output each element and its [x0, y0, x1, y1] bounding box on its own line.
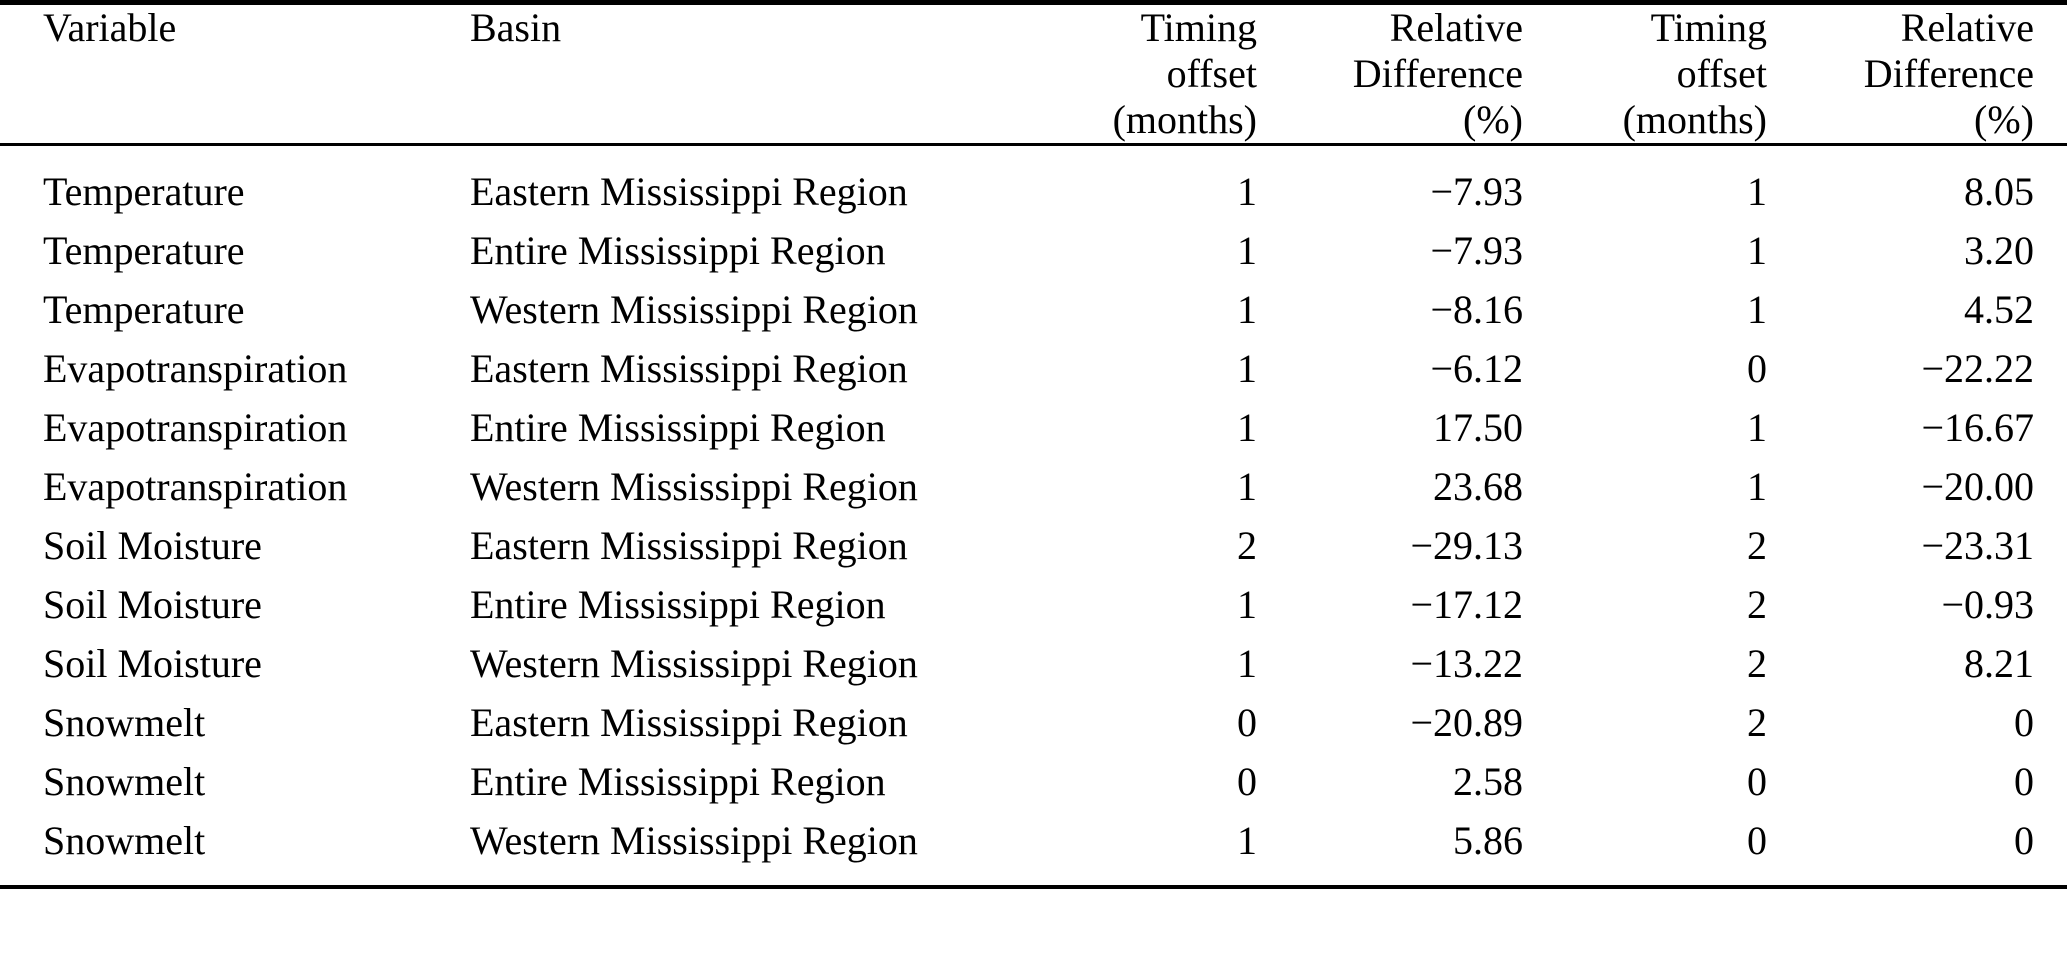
cell-timing-offset-a: 1	[1237, 405, 1257, 450]
cell-basin: Western Mississippi Region	[470, 641, 918, 686]
cell-variable: Temperature	[43, 169, 245, 214]
cell-timing-offset-b: 2	[1747, 582, 1767, 627]
table-row: Evapotranspiration Western Mississippi R…	[0, 457, 2067, 516]
cell-variable: Temperature	[43, 287, 245, 332]
cell-relative-difference-b: −23.31	[1921, 523, 2034, 568]
cell-timing-offset-a: 1	[1237, 641, 1257, 686]
cell-relative-difference-b: −0.93	[1941, 582, 2034, 627]
cell-timing-offset-b: 2	[1747, 641, 1767, 686]
cell-relative-difference-a: −7.93	[1430, 169, 1523, 214]
cell-basin: Western Mississippi Region	[470, 811, 1060, 889]
cell-variable: Evapotranspiration	[43, 464, 348, 509]
cell-timing-offset-b: 1	[1747, 287, 1767, 332]
table-row: Evapotranspiration Eastern Mississippi R…	[0, 339, 2067, 398]
cell-variable: Evapotranspiration	[43, 405, 348, 450]
cell-timing-offset-b: 1	[1747, 169, 1767, 214]
cell-timing-offset-a: 1	[1237, 228, 1257, 273]
column-header-relative-difference-a: Relative Difference (%)	[1257, 2, 1523, 146]
cell-timing-offset-b: 2	[1747, 700, 1767, 745]
cell-relative-difference-a: 5.86	[1257, 811, 1523, 889]
cell-basin: Entire Mississippi Region	[470, 405, 886, 450]
cell-basin: Western Mississippi Region	[470, 464, 918, 509]
table-row: Soil Moisture Western Mississippi Region…	[0, 634, 2067, 693]
cell-timing-offset-a: 2	[1237, 523, 1257, 568]
table-row: Snowmelt Western Mississippi Region 1 5.…	[0, 811, 2067, 889]
cell-timing-offset-a: 1	[1237, 287, 1257, 332]
table-header: Variable Basin Timing offset (months) Re…	[0, 2, 2067, 146]
table-body: Temperature Eastern Mississippi Region 1…	[0, 145, 2067, 889]
cell-timing-offset-a: 1	[1237, 464, 1257, 509]
cell-variable: Soil Moisture	[43, 523, 262, 568]
column-header-basin: Basin	[470, 2, 1060, 146]
cell-relative-difference-a: −6.12	[1430, 346, 1523, 391]
cell-relative-difference-b: 3.20	[1964, 228, 2034, 273]
cell-variable: Snowmelt	[43, 700, 206, 745]
table-row: Soil Moisture Entire Mississippi Region …	[0, 575, 2067, 634]
cell-timing-offset-a: 0	[1237, 700, 1257, 745]
cell-relative-difference-a: −8.16	[1430, 287, 1523, 332]
cell-relative-difference-b: −16.67	[1921, 405, 2034, 450]
cell-relative-difference-a: −13.22	[1410, 641, 1523, 686]
cell-basin: Eastern Mississippi Region	[470, 346, 908, 391]
cell-relative-difference-a: −20.89	[1410, 700, 1523, 745]
cell-timing-offset-b: 0	[1747, 346, 1767, 391]
table-row: Temperature Western Mississippi Region 1…	[0, 280, 2067, 339]
cell-relative-difference-a: −29.13	[1410, 523, 1523, 568]
results-table: Variable Basin Timing offset (months) Re…	[0, 0, 2067, 889]
cell-relative-difference-a: 2.58	[1453, 759, 1523, 804]
cell-relative-difference-b: 0	[2014, 759, 2034, 804]
column-header-timing-offset-b: Timing offset (months)	[1523, 2, 1767, 146]
cell-relative-difference-a: −17.12	[1410, 582, 1523, 627]
column-header-relative-difference-b: Relative Difference (%)	[1767, 2, 2067, 146]
cell-basin: Eastern Mississippi Region	[470, 523, 908, 568]
cell-basin: Eastern Mississippi Region	[470, 700, 908, 745]
cell-timing-offset-b: 1	[1747, 228, 1767, 273]
cell-relative-difference-b: 8.05	[1964, 169, 2034, 214]
cell-relative-difference-b: −20.00	[1921, 464, 2034, 509]
cell-timing-offset-b: 1	[1747, 405, 1767, 450]
cell-timing-offset-a: 1	[1060, 811, 1257, 889]
cell-basin: Eastern Mississippi Region	[470, 169, 908, 214]
cell-basin: Entire Mississippi Region	[470, 582, 886, 627]
cell-variable: Evapotranspiration	[43, 346, 348, 391]
column-header-variable: Variable	[0, 2, 470, 146]
cell-timing-offset-b: 2	[1747, 523, 1767, 568]
cell-variable: Soil Moisture	[43, 582, 262, 627]
cell-timing-offset-a: 1	[1237, 346, 1257, 391]
table-row: Soil Moisture Eastern Mississippi Region…	[0, 516, 2067, 575]
cell-relative-difference-a: −7.93	[1430, 228, 1523, 273]
cell-variable: Soil Moisture	[43, 641, 262, 686]
table-row: Temperature Entire Mississippi Region 1 …	[0, 221, 2067, 280]
cell-relative-difference-a: 17.50	[1433, 405, 1523, 450]
cell-relative-difference-b: −22.22	[1921, 346, 2034, 391]
cell-basin: Entire Mississippi Region	[470, 759, 886, 804]
cell-timing-offset-a: 0	[1237, 759, 1257, 804]
cell-timing-offset-a: 1	[1237, 169, 1257, 214]
cell-basin: Western Mississippi Region	[470, 287, 918, 332]
cell-relative-difference-b: 0	[2014, 700, 2034, 745]
table-row: Snowmelt Eastern Mississippi Region 0 −2…	[0, 693, 2067, 752]
cell-relative-difference-b: 0	[1767, 811, 2067, 889]
cell-relative-difference-a: 23.68	[1433, 464, 1523, 509]
cell-variable: Snowmelt	[0, 811, 470, 889]
cell-relative-difference-b: 4.52	[1964, 287, 2034, 332]
cell-basin: Entire Mississippi Region	[470, 228, 886, 273]
cell-relative-difference-b: 8.21	[1964, 641, 2034, 686]
table-row: Evapotranspiration Entire Mississippi Re…	[0, 398, 2067, 457]
cell-variable: Snowmelt	[43, 759, 206, 804]
column-header-timing-offset-a: Timing offset (months)	[1060, 2, 1257, 146]
cell-timing-offset-b: 1	[1747, 464, 1767, 509]
table-row: Snowmelt Entire Mississippi Region 0 2.5…	[0, 752, 2067, 811]
cell-timing-offset-a: 1	[1237, 582, 1257, 627]
cell-timing-offset-b: 0	[1747, 759, 1767, 804]
cell-timing-offset-b: 0	[1523, 811, 1767, 889]
cell-variable: Temperature	[43, 228, 245, 273]
header-row: Variable Basin Timing offset (months) Re…	[0, 2, 2067, 146]
table-row: Temperature Eastern Mississippi Region 1…	[0, 145, 2067, 222]
